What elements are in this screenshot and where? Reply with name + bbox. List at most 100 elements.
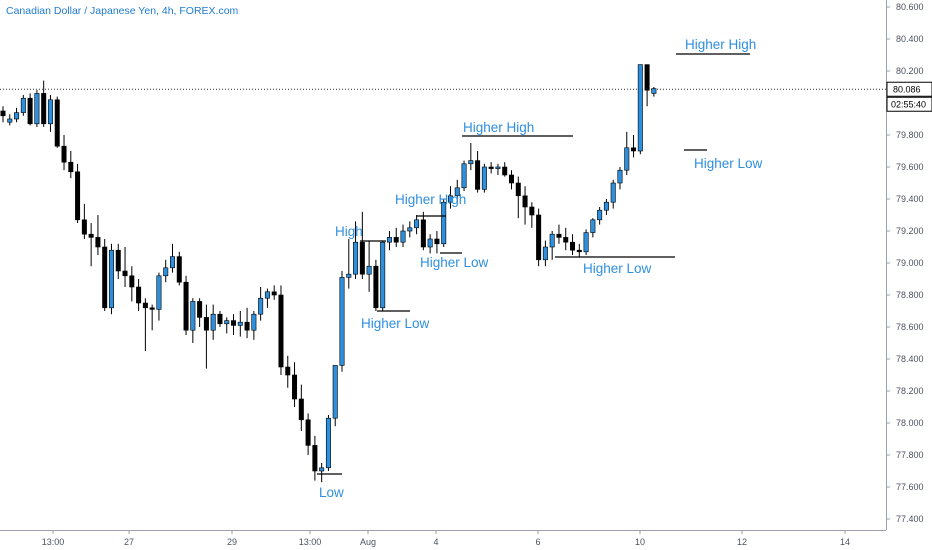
candle-body	[502, 166, 508, 176]
candle-body	[170, 256, 176, 269]
candle-body	[339, 277, 345, 366]
price-tick-label: 79.200	[896, 226, 924, 236]
candle-body	[447, 195, 453, 203]
candle-body	[488, 166, 494, 169]
candle-body	[7, 118, 13, 123]
candle-body	[353, 241, 359, 275]
annotation-label: Higher Low	[694, 156, 763, 171]
price-tick-label: 80.400	[896, 34, 924, 44]
candle-body	[454, 187, 460, 197]
price-tick-label: 78.600	[896, 322, 924, 332]
time-tick-label: 12	[737, 537, 747, 547]
candle-body	[515, 182, 521, 197]
candle-body	[231, 320, 237, 326]
candle-body	[332, 365, 338, 419]
candle-body	[576, 249, 582, 253]
candle-body	[81, 219, 87, 235]
candle-body	[400, 230, 406, 243]
candle-body	[156, 275, 162, 310]
candle-body	[142, 302, 148, 309]
candle-body	[475, 160, 481, 190]
candle-body	[441, 201, 447, 245]
candle-body	[34, 93, 40, 125]
candle-body	[373, 265, 379, 309]
price-tick-label: 79.400	[896, 194, 924, 204]
candle-body	[610, 182, 616, 203]
candle-body	[583, 232, 589, 253]
time-tick-label: 6	[535, 537, 540, 547]
price-tick-label: 77.400	[896, 514, 924, 524]
candle-body	[637, 64, 643, 152]
candle-body	[75, 171, 81, 221]
candle-body	[190, 301, 196, 331]
candle-body	[292, 374, 298, 400]
candle-body	[644, 64, 650, 91]
candle-body	[95, 237, 101, 248]
candle-body	[420, 219, 426, 248]
time-tick-label: 4	[433, 537, 438, 547]
time-tick-label: 27	[124, 537, 134, 547]
candle-body	[414, 219, 420, 229]
candle-body	[522, 195, 528, 208]
price-tick-label: 78.200	[896, 386, 924, 396]
candle-body	[393, 237, 399, 243]
countdown-badge	[886, 96, 932, 112]
candle-body	[325, 417, 331, 469]
last-price-label: 80.086	[893, 85, 921, 95]
candle-body	[47, 99, 53, 125]
annotation-label: Higher Low	[583, 261, 652, 276]
candle-body	[54, 99, 60, 147]
price-tick-label: 80.200	[896, 66, 924, 76]
candle-body	[495, 166, 501, 169]
candle-body	[563, 237, 569, 243]
candle-body	[237, 321, 243, 326]
candle-body	[115, 249, 121, 272]
candle-body	[285, 366, 291, 376]
candle-body	[298, 398, 304, 421]
annotation-label: Low	[319, 485, 344, 500]
candle-body	[264, 291, 270, 299]
candle-body	[27, 97, 33, 125]
candle-body	[68, 161, 74, 173]
last-price-badge	[886, 81, 932, 97]
candle-body	[549, 233, 555, 248]
candle-body	[536, 214, 542, 261]
time-tick-label: Aug	[360, 537, 376, 547]
candle-body	[631, 147, 637, 152]
candle-body	[163, 267, 169, 277]
annotation-label: Higher High	[685, 37, 756, 52]
candle-body	[434, 238, 440, 245]
candle-body	[366, 265, 372, 275]
candle-body	[508, 174, 514, 184]
annotation-label: Higher High	[395, 192, 466, 207]
candle-body	[651, 88, 657, 94]
candle-body	[542, 246, 548, 261]
candle-body	[624, 147, 630, 171]
candle-body	[617, 169, 623, 184]
price-tick-label: 77.600	[896, 482, 924, 492]
candle-body	[468, 160, 474, 165]
candle-body	[88, 233, 94, 238]
candle-body	[61, 145, 67, 163]
annotation-label: Higher Low	[420, 255, 489, 270]
candle-body	[380, 241, 386, 309]
annotation-label: Higher Low	[361, 316, 430, 331]
time-tick-label: 10	[635, 537, 645, 547]
candle-body	[570, 241, 576, 251]
candle-body	[271, 291, 277, 296]
candle-body	[210, 313, 216, 331]
candle-body	[597, 209, 603, 221]
price-tick-label: 79.000	[896, 258, 924, 268]
candle-body	[258, 297, 264, 315]
price-tick-label: 78.800	[896, 290, 924, 300]
candle-body	[407, 227, 413, 232]
candle-body	[176, 256, 182, 283]
countdown-label: 02:55:40	[891, 100, 926, 110]
candle-body	[149, 307, 155, 310]
time-tick-label: 14	[840, 537, 850, 547]
candle-body	[319, 467, 325, 472]
candle-body	[556, 233, 562, 238]
candle-body	[224, 320, 230, 325]
